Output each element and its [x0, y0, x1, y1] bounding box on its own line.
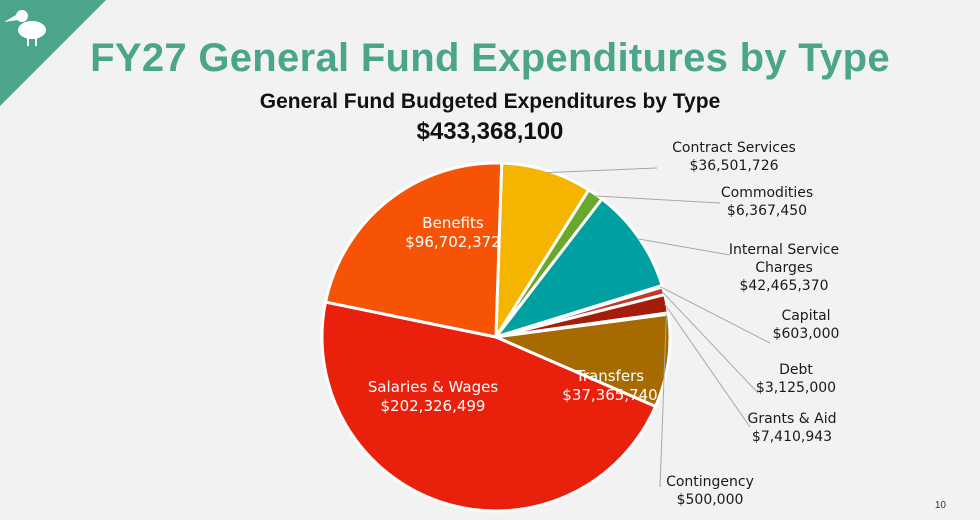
label-internal-service-charges: Internal Service Charges $42,465,370 [637, 238, 839, 294]
label-capital: Capital $603,000 [660, 286, 840, 344]
value-contingency: $500,000 [677, 492, 744, 508]
label-grants-and-aid: Grants & Aid $7,410,943 [664, 303, 837, 445]
slide-title: FY27 General Fund Expenditures by Type [90, 36, 890, 80]
name-contract-services: Contract Services [672, 140, 796, 156]
value-grants-and-aid: $7,410,943 [752, 429, 832, 445]
name-internal-service-charges: Internal Service [729, 242, 839, 258]
leader-line-commodities [594, 195, 721, 204]
slice-transfers [494, 312, 672, 408]
leader-line-contingency [659, 313, 667, 488]
label-debt: Debt $3,125,000 [661, 290, 836, 396]
value-debt: $3,125,000 [756, 380, 836, 396]
pelican-logo-icon [4, 10, 46, 46]
value-benefits: $96,702,372 [405, 233, 500, 251]
name-grants-and-aid: Grants & Aid [747, 411, 836, 427]
slice-internal-service-charges [494, 197, 664, 339]
label-benefits: Benefits$96,702,372 [405, 214, 500, 251]
value-contract-services: $36,501,726 [689, 158, 778, 174]
leader-line-grants-and-aid [664, 303, 751, 428]
value-commodities: $6,367,450 [727, 203, 807, 219]
value-internal-service-charges: $42,465,370 [739, 278, 828, 294]
name-salaries-and-wages: Salaries & Wages [368, 378, 498, 396]
leader-line-internal-service-charges [637, 238, 731, 256]
leader-line-contract-services [546, 167, 658, 174]
value-transfers: $37,365,740 [562, 386, 657, 404]
pie-slices [320, 161, 672, 513]
label-commodities: Commodities $6,367,450 [594, 185, 813, 219]
name-internal-service-charges: Charges [755, 260, 813, 276]
slice-benefits [324, 161, 504, 339]
chart-total: $433,368,100 [416, 118, 564, 145]
label-salaries-and-wages: Salaries & Wages$202,326,499 [368, 378, 498, 415]
name-benefits: Benefits [422, 214, 484, 232]
name-transfers: Transfers [575, 367, 644, 385]
value-salaries-and-wages: $202,326,499 [381, 397, 486, 415]
label-contingency: Contingency $500,000 [659, 313, 754, 508]
name-capital: Capital [781, 308, 830, 324]
pie-labels: Salaries & Wages$202,326,499 Benefits$96,… [368, 140, 840, 508]
name-debt: Debt [779, 362, 813, 378]
logo-corner [0, 0, 106, 106]
slice-salaries-and-wages [320, 300, 658, 513]
slide-number: 10 [934, 500, 946, 511]
value-capital: $603,000 [773, 326, 840, 342]
leader-line-capital [660, 286, 771, 344]
name-commodities: Commodities [721, 185, 813, 201]
label-contract-services: Contract Services $36,501,726 [546, 140, 796, 174]
leader-line-debt [661, 290, 759, 394]
label-transfers: Transfers$37,365,740 [562, 367, 657, 404]
name-contingency: Contingency [666, 474, 754, 490]
chart-title: General Fund Budgeted Expenditures by Ty… [259, 90, 721, 113]
slice-contract-services [494, 161, 591, 339]
